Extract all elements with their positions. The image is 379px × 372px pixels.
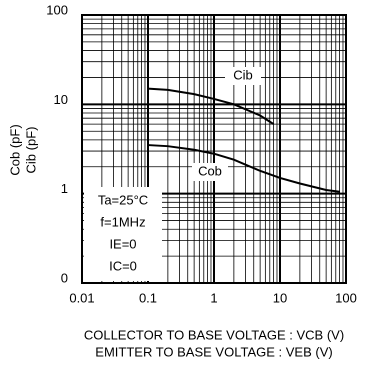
series-line — [147, 87, 275, 125]
x-axis-title: COLLECTOR TO BASE VOLTAGE : VCB (V) — [84, 327, 344, 342]
x-tick-label: 0.01 — [69, 290, 94, 305]
annotation: IC=0 — [109, 258, 137, 273]
series-label-bg — [225, 67, 261, 85]
y-tick-label: 1 — [61, 181, 68, 196]
annotation: Ta=25°C — [98, 192, 148, 207]
series-label-bg — [192, 163, 228, 181]
y-tick-label: 100 — [46, 2, 68, 17]
x-tick-label: 1 — [210, 290, 217, 305]
y-axis-title: Cib (pF) — [23, 127, 38, 174]
x-axis-title: EMITTER TO BASE VOLTAGE : VEB (V) — [95, 344, 332, 359]
series-line — [147, 144, 340, 193]
y-tick-label: 0 — [61, 270, 68, 285]
annotation-box — [84, 187, 162, 281]
x-tick-label: 0.1 — [139, 290, 157, 305]
x-tick-label: 10 — [273, 290, 287, 305]
annotation: f=1MHz — [100, 214, 145, 229]
y-tick-label: 10 — [54, 92, 68, 107]
plot-frame — [81, 14, 347, 284]
x-tick-label: 100 — [335, 290, 357, 305]
series-label: Cib — [233, 67, 253, 82]
y-axis-title: Cob (pF) — [7, 124, 22, 175]
series-label: Cob — [198, 163, 222, 178]
annotation: IE=0 — [109, 236, 136, 251]
